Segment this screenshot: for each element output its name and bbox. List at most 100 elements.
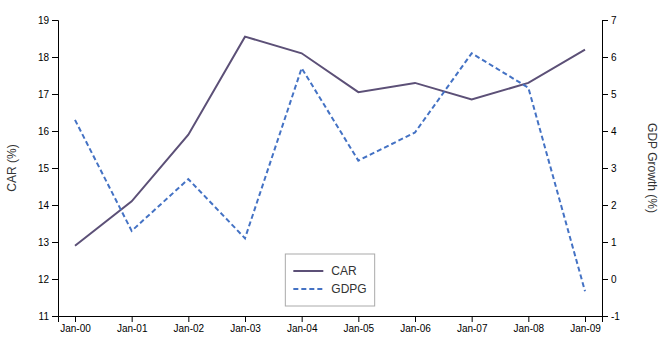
y2-axis: -1 0 1 2 3 4 5 6 7 (602, 15, 620, 322)
x-tick: Jan-06 (400, 316, 431, 334)
y-tick-mark (52, 279, 58, 280)
legend-label: CAR (331, 264, 357, 278)
x-tick-label: Jan-09 (570, 323, 601, 334)
y2-tick-label: 2 (611, 200, 617, 211)
legend-swatch (293, 288, 323, 290)
y-tick-label: 17 (38, 89, 50, 100)
y-axis: 11 12 13 14 15 16 17 18 19 (38, 15, 59, 322)
legend-label: GDPG (331, 282, 366, 296)
y-tick-label: 15 (38, 163, 50, 174)
chart: Jan-00 Jan-01 Jan-02 Jan-03 Jan-04 Jan-05 Jan-… (0, 0, 664, 352)
y-tick-label: 11 (39, 311, 50, 322)
y2-tick: 0 (602, 274, 617, 285)
y2-tick-mark (602, 168, 608, 169)
x-tick-mark (358, 316, 359, 322)
y2-tick-label: -1 (611, 311, 620, 322)
y-tick-label: 16 (38, 126, 50, 137)
x-tick-mark (472, 316, 473, 322)
series-line (75, 37, 585, 246)
y-tick: 18 (38, 52, 58, 63)
y2-tick: 6 (602, 52, 617, 63)
y-tick-mark (52, 168, 58, 169)
x-tick-mark (188, 316, 189, 322)
x-tick-label: Jan-02 (174, 323, 205, 334)
x-tick: Jan-08 (514, 316, 545, 334)
y2-tick-label: 6 (611, 52, 617, 63)
y2-tick-mark (602, 20, 608, 21)
y2-tick-label: 0 (611, 274, 617, 285)
y-tick-mark (52, 131, 58, 132)
x-axis: Jan-00 Jan-01 Jan-02 Jan-03 Jan-04 Jan-05 Jan-… (59, 316, 603, 334)
y-tick-mark (52, 20, 58, 21)
x-tick-label: Jan-01 (117, 323, 148, 334)
y-tick-label: 12 (38, 274, 50, 285)
legend-swatch (293, 270, 323, 272)
y-tick-label: 13 (38, 237, 50, 248)
y2-tick-label: 3 (611, 163, 617, 174)
x-tick-label: Jan-00 (60, 323, 91, 334)
x-tick: Jan-05 (344, 316, 375, 334)
x-tick-mark (132, 316, 133, 322)
x-tick-mark (302, 316, 303, 322)
x-tick: Jan-03 (230, 316, 261, 334)
x-tick: Jan-09 (570, 316, 601, 334)
y2-tick-label: 7 (611, 15, 617, 26)
y-tick-mark (52, 57, 58, 58)
x-tick-label: Jan-06 (400, 323, 431, 334)
y2-tick-mark (602, 242, 608, 243)
x-tick-label: Jan-08 (514, 323, 545, 334)
x-tick-label: Jan-04 (287, 323, 318, 334)
y2-tick: 2 (602, 200, 617, 211)
x-tick: Jan-02 (174, 316, 205, 334)
y2-tick-mark (602, 205, 608, 206)
x-tick: Jan-07 (457, 316, 488, 334)
x-tick-label: Jan-07 (457, 323, 488, 334)
y-axis-title: CAR (%) (5, 144, 19, 191)
y-axis-line (52, 21, 59, 317)
y2-axis-title: GDP Growth (%) (645, 123, 659, 213)
y2-tick-mark (602, 279, 608, 280)
y2-axis-line (603, 21, 609, 317)
y2-tick: 1 (602, 237, 617, 248)
y-tick: 13 (38, 237, 58, 248)
x-tick-label: Jan-05 (344, 323, 375, 334)
y-tick-mark (52, 316, 58, 317)
y2-tick-label: 5 (611, 89, 617, 100)
y-tick-mark (52, 242, 58, 243)
y2-tick: 3 (602, 163, 617, 174)
y2-tick: -1 (602, 311, 620, 322)
x-tick-mark (585, 316, 586, 322)
y2-tick-mark (602, 57, 608, 58)
x-tick-mark (75, 316, 76, 322)
plot-area (75, 37, 585, 292)
y2-tick: 4 (602, 126, 617, 137)
x-tick-label: Jan-03 (230, 323, 261, 334)
y-tick: 19 (38, 15, 58, 26)
y-tick: 15 (38, 163, 58, 174)
y-tick: 16 (38, 126, 58, 137)
y2-tick: 7 (602, 15, 617, 26)
y-tick-mark (52, 205, 58, 206)
y-tick-label: 19 (38, 15, 50, 26)
y-tick-mark (52, 94, 58, 95)
y2-tick-mark (602, 131, 608, 132)
y2-tick-label: 4 (611, 126, 617, 137)
legend-frame (285, 254, 374, 306)
x-tick-mark (245, 316, 246, 322)
y2-tick: 5 (602, 89, 617, 100)
legend: CAR GDPG (285, 254, 374, 306)
x-axis-line (59, 317, 603, 323)
y2-tick-mark (602, 94, 608, 95)
y2-tick-label: 1 (611, 237, 617, 248)
x-tick-mark (528, 316, 529, 322)
y-tick-label: 18 (38, 52, 50, 63)
x-tick: Jan-01 (117, 316, 148, 334)
x-tick: Jan-00 (60, 316, 91, 334)
y2-tick-mark (602, 316, 608, 317)
y-tick: 14 (38, 200, 58, 211)
x-tick-mark (415, 316, 416, 322)
y-tick: 17 (38, 89, 58, 100)
x-tick: Jan-04 (287, 316, 318, 334)
y-tick: 11 (39, 311, 58, 322)
y-tick: 12 (38, 274, 58, 285)
